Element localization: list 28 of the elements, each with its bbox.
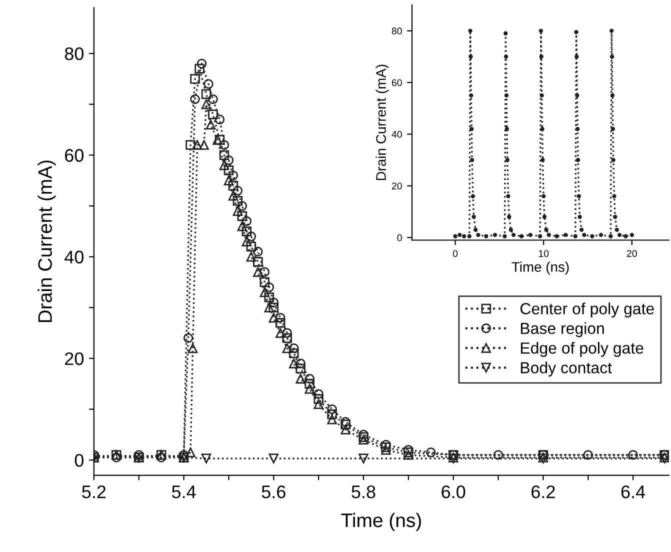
x-tick-label: 6.2 [532, 485, 555, 498]
legend-label: Body contact [520, 362, 612, 377]
x-tick-label: 5.6 [262, 485, 286, 498]
x-tick-label: 5.8 [352, 485, 376, 498]
y-tick-label: 80 [392, 28, 402, 34]
y-tick-label: 20 [392, 182, 402, 190]
y-tick-label: 0 [74, 454, 84, 467]
x-axis-title: Time (ns) [512, 262, 569, 275]
x-axis-title: Time (ns) [341, 512, 421, 532]
x-tick-label: 0 [452, 250, 458, 257]
x-tick-label: 6.4 [621, 485, 646, 498]
y-tick-label: 40 [64, 250, 84, 264]
x-tick-label: 20 [626, 250, 637, 257]
legend-label: Center of poly gate [520, 302, 654, 318]
y-tick-label: 80 [64, 47, 84, 60]
y-tick-label: 20 [65, 352, 84, 366]
y-tick-label: 60 [65, 149, 84, 162]
y-tick-label: 0 [397, 234, 402, 242]
y-tick-label: 60 [392, 79, 402, 86]
y-tick-label: 40 [392, 130, 402, 138]
y-axis-title: Drain Current (mA) [376, 64, 389, 180]
x-tick-label: 5.4 [172, 486, 196, 498]
x-tick-label: 5.2 [82, 485, 106, 498]
x-tick-label: 6.0 [442, 485, 466, 498]
legend-label: Edge of poly gate [520, 342, 644, 357]
y-axis-title: Drain Current (mA) [38, 160, 56, 322]
x-tick-label: 10 [538, 250, 549, 257]
legend-label: Base region [520, 322, 604, 338]
